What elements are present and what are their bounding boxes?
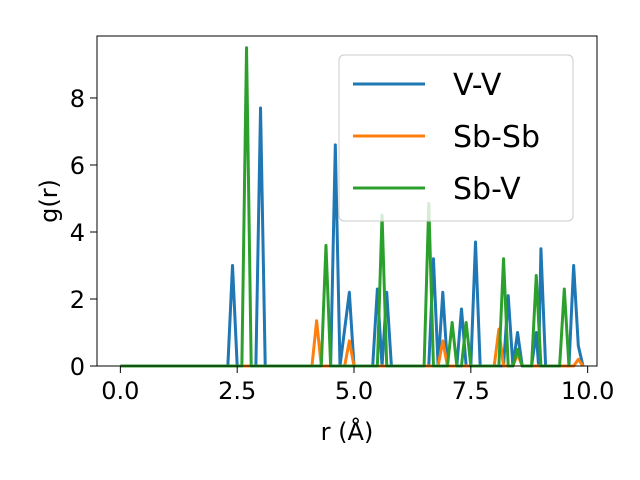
legend: V-V Sb-Sb Sb-V	[338, 54, 574, 222]
legend-box	[338, 54, 574, 222]
y-tick-label: 0	[70, 353, 85, 381]
x-tick-label: 2.5	[218, 377, 256, 405]
x-tick-label: 0.0	[101, 377, 139, 405]
y-tick-label: 6	[70, 152, 85, 180]
x-axis: 0.0 2.5 5.0 7.5 10.0	[101, 366, 614, 405]
y-axis: 0 2 4 6 8	[70, 85, 97, 381]
axes-frame	[96, 35, 598, 367]
y-tick-label: 4	[70, 219, 85, 247]
legend-label-sb-v: Sb-V	[453, 172, 521, 207]
x-tick-label: 5.0	[335, 377, 373, 405]
x-tick-label: 7.5	[452, 377, 490, 405]
x-axis-label: r (Å)	[321, 417, 374, 446]
legend-label-sb-sb: Sb-Sb	[453, 120, 540, 155]
legend-label-v-v: V-V	[453, 68, 502, 103]
y-axis-label: g(r)	[35, 179, 63, 223]
y-tick-label: 8	[70, 85, 85, 113]
x-tick-label: 10.0	[561, 377, 614, 405]
y-tick-label: 2	[70, 286, 85, 314]
